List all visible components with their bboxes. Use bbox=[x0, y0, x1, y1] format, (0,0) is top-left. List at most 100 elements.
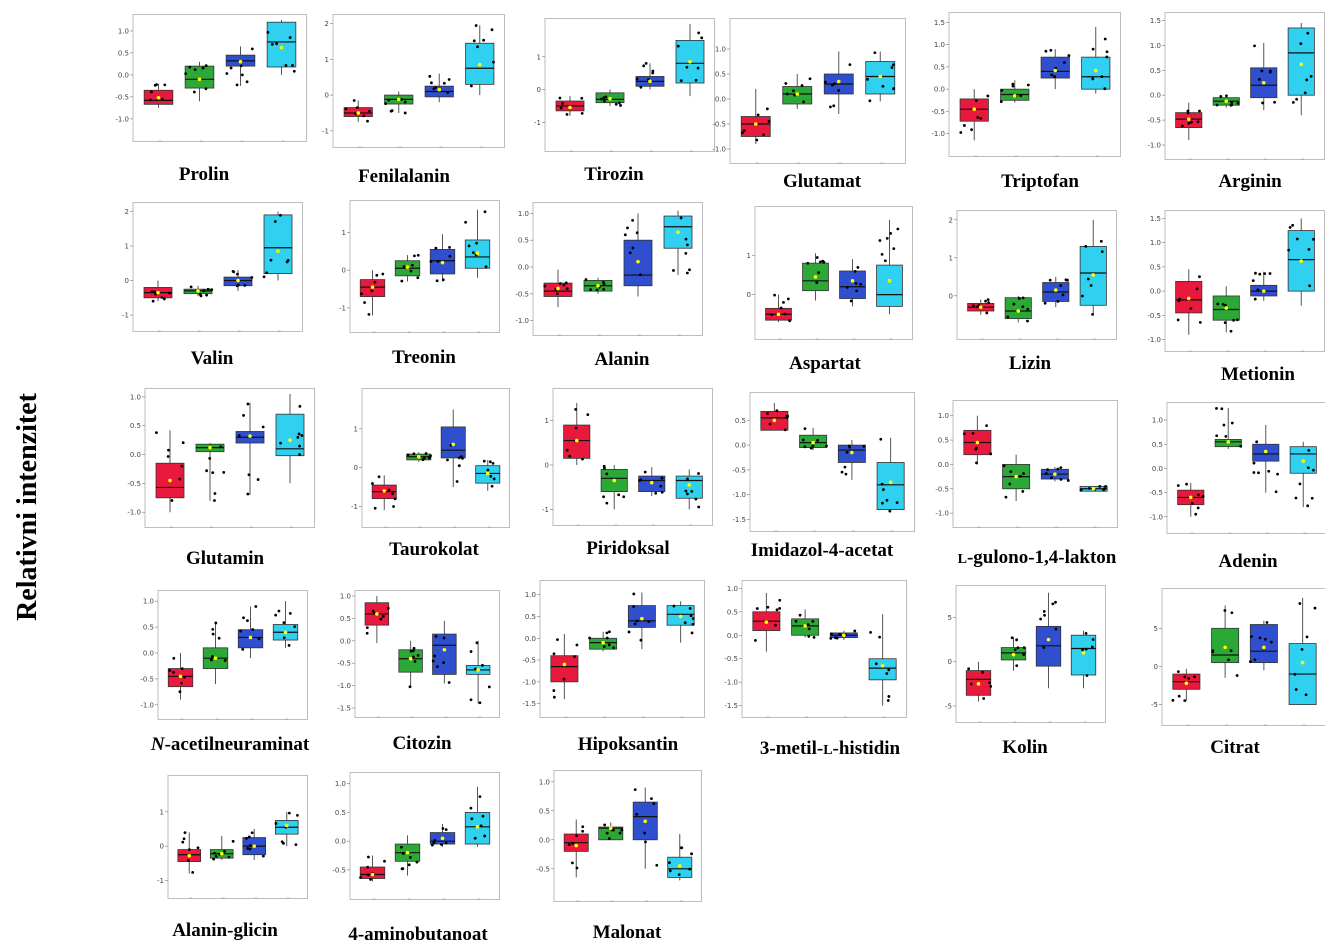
y-tick-label: 0 bbox=[545, 461, 549, 469]
data-point bbox=[1185, 482, 1188, 486]
mean-marker bbox=[370, 285, 375, 289]
data-point bbox=[773, 293, 776, 297]
data-point bbox=[605, 501, 609, 505]
box-group-4 bbox=[1287, 22, 1315, 160]
mean-marker bbox=[276, 249, 280, 253]
data-point bbox=[700, 36, 704, 40]
data-point bbox=[1059, 284, 1063, 287]
data-point bbox=[428, 74, 432, 78]
data-point bbox=[848, 445, 852, 449]
data-point bbox=[792, 89, 795, 93]
data-point bbox=[874, 662, 878, 666]
y-tick-label: 0.0 bbox=[518, 264, 529, 272]
mean-marker bbox=[442, 647, 447, 652]
data-point bbox=[1056, 467, 1060, 471]
data-point bbox=[492, 477, 496, 481]
boxplot-taurokolat: 1 0 -1 bbox=[351, 388, 510, 528]
data-point bbox=[1056, 299, 1060, 303]
data-point bbox=[974, 447, 978, 451]
y-tick-label: 0 bbox=[948, 658, 952, 666]
data-point bbox=[205, 469, 209, 473]
mean-marker bbox=[238, 59, 243, 64]
data-point bbox=[619, 104, 622, 107]
y-tick-label: -1.0 bbox=[127, 509, 141, 517]
panel-4-aminobutanoat: 1.0 0.5 0.0 -0.5 bbox=[330, 772, 500, 900]
data-point bbox=[429, 454, 432, 458]
data-point bbox=[359, 876, 362, 879]
data-point bbox=[1303, 91, 1307, 95]
panel-title-alanin: Alanin bbox=[594, 349, 650, 370]
data-point bbox=[296, 435, 300, 439]
data-point bbox=[183, 675, 186, 679]
panel-triptofan: 1.5 1.0 0.5 0.0 -0.5 -1.0 bbox=[929, 12, 1121, 157]
data-point bbox=[683, 621, 687, 625]
y-tick-label: -0.5 bbox=[522, 657, 536, 665]
data-point bbox=[643, 831, 647, 835]
data-point bbox=[1219, 94, 1223, 98]
data-point bbox=[885, 236, 889, 240]
y-tick-label: 0.5 bbox=[340, 615, 351, 623]
y-tick-label: 0.5 bbox=[130, 422, 141, 430]
data-point bbox=[785, 414, 789, 418]
mean-marker bbox=[678, 614, 683, 619]
y-tick-label: -1.5 bbox=[522, 700, 536, 708]
data-point bbox=[807, 627, 811, 631]
y-tick-label: -1.0 bbox=[522, 678, 536, 686]
data-point bbox=[482, 459, 486, 463]
box-group-2 bbox=[1212, 94, 1240, 160]
data-point bbox=[409, 269, 413, 273]
data-point bbox=[1258, 272, 1262, 276]
data-point bbox=[1091, 77, 1095, 81]
data-point bbox=[489, 474, 493, 478]
data-point bbox=[881, 501, 884, 505]
box-group-4 bbox=[666, 601, 695, 718]
mean-marker bbox=[880, 663, 885, 668]
data-point bbox=[435, 279, 439, 283]
data-point bbox=[561, 102, 564, 105]
data-point bbox=[152, 290, 156, 294]
data-point bbox=[163, 83, 167, 87]
data-point bbox=[892, 247, 896, 251]
data-point bbox=[838, 632, 842, 636]
box-group-1 bbox=[962, 415, 993, 528]
panel-adenin: 1.0 0.5 0.0 -0.5 -1.0 bbox=[1147, 402, 1325, 534]
data-point bbox=[1258, 636, 1262, 640]
box-group-4 bbox=[865, 51, 896, 164]
box-group-4 bbox=[876, 437, 905, 532]
data-point bbox=[1059, 466, 1063, 470]
box-group-2 bbox=[183, 285, 214, 332]
data-point bbox=[967, 667, 971, 671]
box-group-3 bbox=[1042, 276, 1070, 340]
data-point bbox=[1176, 670, 1180, 674]
data-point bbox=[605, 636, 609, 640]
data-point bbox=[1258, 78, 1261, 81]
data-point bbox=[1054, 627, 1058, 631]
data-point bbox=[1253, 297, 1257, 301]
data-point bbox=[785, 92, 789, 96]
data-point bbox=[1223, 609, 1227, 612]
data-point bbox=[274, 613, 278, 617]
mean-marker bbox=[178, 674, 183, 679]
data-point bbox=[605, 631, 609, 635]
data-point bbox=[878, 635, 882, 639]
box-group-1 bbox=[143, 83, 174, 142]
mean-marker bbox=[405, 850, 410, 855]
data-point bbox=[1260, 69, 1264, 73]
mean-marker bbox=[975, 440, 980, 445]
data-point bbox=[1006, 315, 1010, 319]
box-group-3 bbox=[237, 605, 264, 720]
data-point bbox=[788, 319, 792, 323]
data-point bbox=[392, 505, 395, 508]
data-point bbox=[184, 72, 188, 76]
data-point bbox=[859, 282, 863, 286]
boxplot-arginin: 1.5 1.0 0.5 0.0 -0.5 -1.0 bbox=[1147, 12, 1325, 160]
data-point bbox=[767, 119, 771, 123]
y-tick-label: 0 bbox=[949, 292, 953, 300]
box-group-4 bbox=[667, 834, 693, 902]
data-point bbox=[1081, 648, 1084, 652]
box bbox=[1211, 627, 1240, 664]
panel-hipoksantin: 1.0 0.5 0.0 -0.5 -1.0 -1.5 bbox=[520, 580, 705, 718]
data-point bbox=[570, 861, 574, 865]
data-point bbox=[279, 441, 282, 445]
mean-marker bbox=[1262, 645, 1266, 650]
